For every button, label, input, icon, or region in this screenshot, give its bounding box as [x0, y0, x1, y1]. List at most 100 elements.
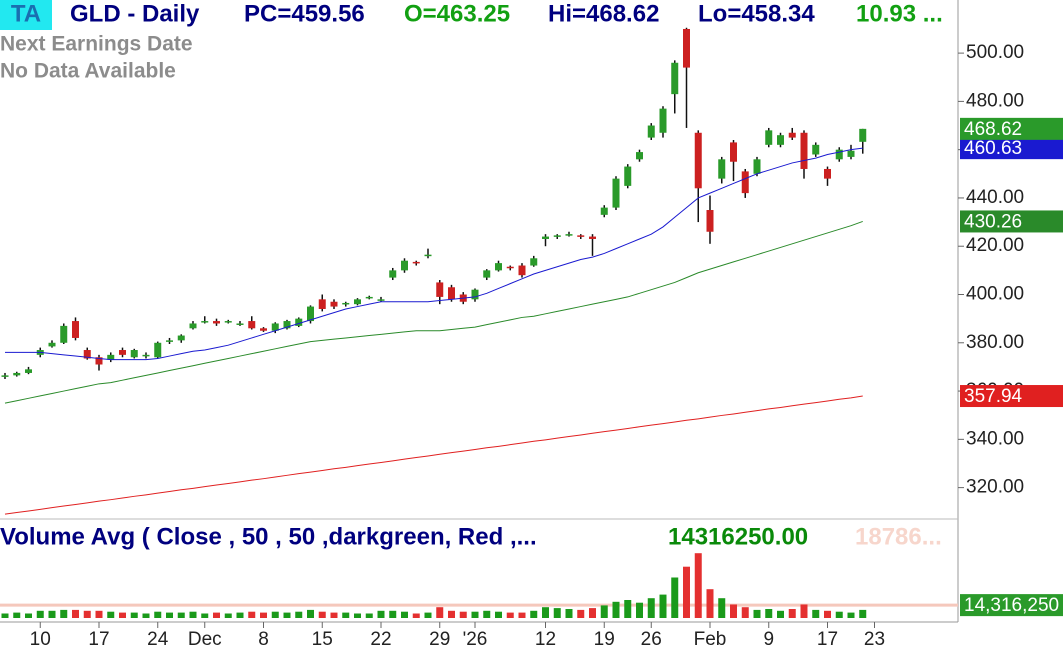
volume-bar [506, 612, 514, 618]
candle-body [518, 265, 526, 276]
ma-value-box [960, 385, 1063, 408]
candle-body [13, 372, 21, 376]
volume-bar [671, 577, 679, 618]
candle-body [295, 318, 303, 326]
volume-bar [260, 612, 267, 618]
ma-value-label: 460.63 [964, 138, 1022, 159]
candle-body [777, 135, 784, 145]
volume-bar [765, 609, 773, 618]
candle-body [694, 132, 702, 189]
candle-body [177, 335, 185, 341]
volume-bar [330, 612, 338, 618]
volume-bar [107, 611, 115, 618]
volume-bar [154, 611, 162, 618]
candle-body [107, 354, 115, 360]
volume-bar [436, 607, 444, 618]
candle-body [377, 299, 385, 301]
candle-body [741, 171, 749, 194]
candle-body [166, 340, 173, 342]
last-price-box [960, 117, 1063, 140]
volume-bar [424, 612, 432, 618]
candle-body [389, 270, 397, 278]
y-tick-label: 440.00 [966, 187, 1024, 208]
candle-body [788, 132, 796, 138]
volume-title: Volume Avg ( Close , 50 , 50 ,darkgreen,… [0, 523, 537, 550]
volume-bar [342, 612, 350, 618]
open: O=463.25 [404, 0, 510, 27]
candle-body [260, 328, 267, 331]
ma-value-box [960, 210, 1063, 233]
candle-body [753, 159, 761, 174]
volume-bar [401, 611, 408, 618]
candle-body [224, 321, 232, 323]
ma-value-label: 357.94 [964, 386, 1023, 407]
candle-body [730, 142, 737, 162]
candle-body [365, 296, 373, 299]
volume-bar [177, 612, 185, 618]
candle-body [565, 234, 573, 236]
volume-bar [36, 610, 44, 618]
volume-bar [624, 600, 632, 618]
y-tick-label: 400.00 [966, 284, 1024, 305]
y-tick-label: 420.00 [966, 235, 1024, 256]
candle-body [424, 254, 432, 257]
x-tick-label: 29 [429, 629, 450, 650]
candle-body [812, 144, 820, 155]
candle-body [683, 28, 690, 68]
candle-body [671, 62, 679, 95]
ma-value-label: 430.26 [964, 211, 1022, 232]
volume-bar [542, 607, 549, 618]
moving-average [4, 220, 863, 404]
ma-value-box [960, 137, 1063, 160]
volume-bar [236, 612, 244, 618]
candle-body [412, 261, 420, 264]
candle-body [636, 152, 643, 160]
volume-bar [812, 609, 820, 618]
volume-bar [142, 613, 150, 618]
volume-bar [48, 610, 56, 618]
candle-body [189, 323, 197, 329]
candle-body [542, 236, 549, 239]
volume-bar [412, 613, 420, 618]
x-tick-label: 23 [864, 629, 885, 650]
candle-body [448, 287, 455, 300]
y-tick-label: 500.00 [966, 42, 1024, 63]
x-tick-label: Feb [694, 629, 727, 650]
candle-body [283, 321, 291, 329]
volume-bar [553, 608, 561, 618]
volume-bar [530, 610, 538, 618]
moving-average [4, 395, 863, 515]
volume-bar [224, 613, 232, 618]
candle-body [330, 301, 338, 307]
moving-average [5, 147, 863, 361]
candle-body [60, 325, 68, 343]
volume-bar [847, 612, 855, 618]
volume-bar [565, 609, 573, 618]
volume-bar [483, 610, 491, 618]
candle-body [495, 263, 502, 271]
last-price-label: 468.62 [964, 119, 1022, 140]
volume-bar [706, 589, 714, 618]
candle-body [718, 159, 726, 179]
volume-bar [518, 612, 526, 618]
x-tick-label: 19 [594, 629, 615, 650]
volume-bar [694, 553, 702, 618]
x-tick-label: 24 [147, 629, 169, 650]
candle-body [1, 375, 9, 377]
candle-body [530, 258, 538, 266]
title: GLD - Daily [70, 0, 200, 27]
volume-bar [824, 610, 831, 618]
volume-bar [377, 610, 385, 618]
volume-bar [577, 609, 585, 618]
candle-body [48, 342, 56, 347]
volume-bar [25, 613, 32, 618]
x-tick-label: '26 [463, 629, 488, 650]
candle-body [483, 270, 491, 278]
note: No Data Available [0, 60, 176, 83]
badge: TA [11, 0, 41, 27]
x-tick-label: 15 [312, 629, 333, 650]
x-tick-label: 22 [370, 629, 391, 650]
note: Next Earnings Date [0, 33, 193, 56]
y-tick-label: 340.00 [966, 428, 1024, 449]
